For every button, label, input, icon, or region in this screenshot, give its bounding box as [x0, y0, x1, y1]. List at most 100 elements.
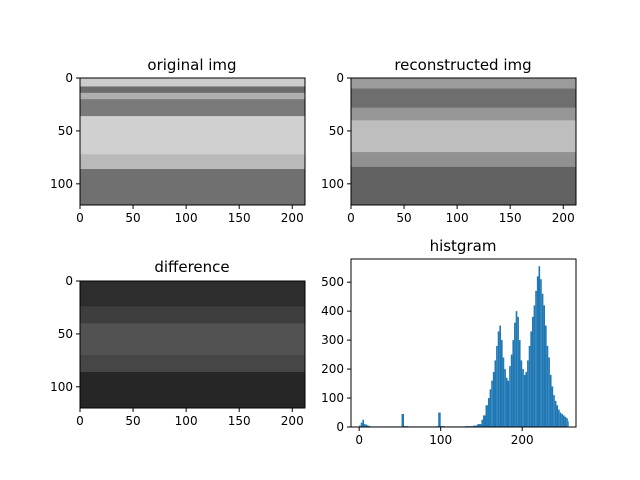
x-tick-label: 200 — [281, 211, 304, 225]
histogram-bar — [487, 398, 490, 427]
x-tick-label: 0 — [347, 211, 355, 225]
histogram-bar — [523, 374, 526, 427]
image-band — [351, 88, 576, 109]
x-tick-label: 150 — [499, 211, 522, 225]
histogram-bar — [401, 413, 404, 427]
histogram-bar — [556, 405, 559, 427]
image-band — [80, 281, 305, 307]
axis-ticks: 0 100 200 0 100 200 300 400 500 — [321, 275, 534, 447]
x-tick-label: 150 — [228, 211, 251, 225]
axis-ticks: 0 50 100 150 200 0 50 100 — [321, 71, 575, 225]
x-tick-label: 100 — [175, 414, 198, 428]
histogram-bar — [528, 345, 531, 427]
histogram-bar — [499, 325, 501, 427]
x-tick-label: 200 — [552, 211, 575, 225]
image-band — [80, 355, 305, 373]
histogram-bar — [507, 380, 510, 427]
x-tick-label: 100 — [175, 211, 198, 225]
histogram-bar — [362, 419, 365, 427]
image-band — [80, 116, 305, 155]
subplot-title: difference — [154, 258, 229, 276]
x-tick-label: 200 — [511, 433, 534, 447]
histogram-bar — [359, 425, 361, 427]
histogram-bar — [494, 360, 497, 427]
histogram-bar — [515, 311, 518, 427]
histogram-bar — [559, 412, 562, 427]
y-tick-label: 200 — [321, 362, 344, 376]
image-band — [80, 78, 305, 87]
histogram-bar — [512, 340, 515, 427]
histogram-bar — [477, 424, 482, 427]
reconstructed-image — [351, 78, 576, 206]
histogram-bar — [553, 395, 555, 427]
subplot-title: reconstructed img — [394, 56, 531, 74]
y-tick-label: 50 — [58, 124, 73, 138]
histogram-bar — [535, 290, 537, 427]
axes-frame — [79, 280, 306, 409]
histogram-bar — [360, 422, 363, 427]
histogram-bars — [359, 266, 569, 427]
image-band — [351, 152, 576, 168]
x-tick-label: 0 — [76, 211, 84, 225]
histogram-bar — [504, 369, 506, 427]
histogram-bar — [566, 418, 568, 427]
histogram-bar — [510, 354, 513, 427]
y-tick-label: 400 — [321, 304, 344, 318]
original-image — [80, 78, 305, 206]
histogram-bar — [558, 409, 560, 427]
subplot-title: original img — [147, 56, 236, 74]
image-band — [80, 323, 305, 356]
histogram-bar — [545, 325, 547, 427]
image-band — [351, 78, 576, 90]
histogram-bar — [520, 360, 523, 427]
axes-frame — [79, 77, 306, 206]
histogram-bar — [530, 331, 532, 427]
image-band — [80, 99, 305, 117]
y-tick-label: 0 — [336, 71, 344, 85]
x-tick-label: 50 — [125, 414, 140, 428]
image-band — [351, 107, 576, 121]
y-tick-label: 300 — [321, 333, 344, 347]
histogram-bar — [485, 405, 488, 427]
histogram-bar — [561, 413, 563, 427]
histogram-bar — [536, 276, 539, 427]
histogram-bar — [562, 415, 565, 427]
x-tick-label: 50 — [396, 211, 411, 225]
x-tick-label: 150 — [228, 414, 251, 428]
histogram-bar — [541, 293, 544, 427]
axes-frame — [350, 258, 577, 428]
histogram-bar — [489, 389, 492, 427]
image-band — [80, 169, 305, 206]
histogram-bar — [497, 331, 500, 427]
histogram-bar — [564, 416, 567, 427]
histogram-bar — [538, 266, 541, 427]
subplot-title: histgram — [430, 237, 497, 255]
y-tick-label: 100 — [321, 391, 344, 405]
histogram-bar — [549, 374, 552, 427]
histogram-bar — [505, 377, 508, 427]
y-tick-label: 0 — [65, 274, 73, 288]
histogram-bar — [438, 412, 441, 427]
histogram-bar — [567, 421, 569, 427]
y-tick-label: 100 — [50, 380, 73, 394]
histogram-bar — [554, 400, 557, 427]
image-band — [80, 372, 305, 409]
image-band — [80, 92, 305, 100]
histogram-bar — [543, 305, 546, 427]
histogram-bar — [491, 380, 493, 427]
image-band — [351, 166, 576, 206]
histogram-bar — [527, 360, 529, 427]
x-tick-label: 100 — [446, 211, 469, 225]
image-band — [80, 86, 305, 94]
histogram-bar — [509, 366, 511, 427]
histogram-bar — [364, 424, 366, 427]
histogram-bar — [517, 316, 519, 427]
histogram-bar — [496, 345, 498, 427]
y-tick-label: 100 — [321, 177, 344, 191]
difference-image — [80, 281, 305, 409]
y-tick-label: 50 — [329, 124, 344, 138]
y-tick-label: 50 — [58, 327, 73, 341]
histogram-bar — [367, 425, 369, 427]
y-tick-label: 0 — [65, 71, 73, 85]
x-tick-label: 100 — [429, 433, 452, 447]
